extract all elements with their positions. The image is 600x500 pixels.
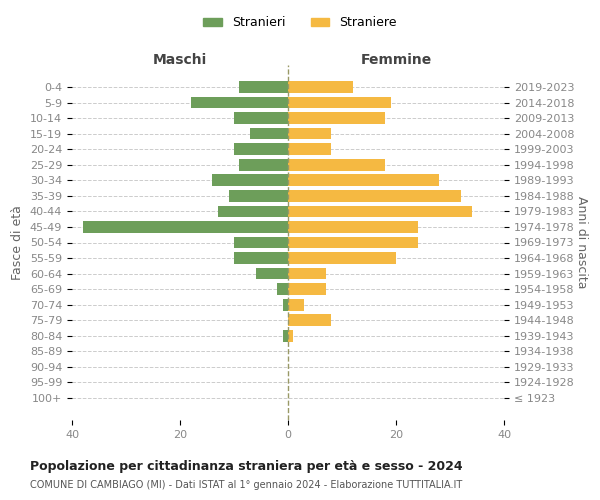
Text: Femmine: Femmine — [361, 52, 431, 66]
Bar — [234, 236, 288, 248]
Legend: Stranieri, Straniere: Stranieri, Straniere — [198, 11, 402, 34]
Bar — [288, 299, 304, 310]
Bar — [191, 96, 288, 108]
Bar — [288, 221, 418, 233]
Y-axis label: Fasce di età: Fasce di età — [11, 205, 25, 280]
Bar — [288, 236, 418, 248]
Bar — [234, 144, 288, 155]
Bar — [288, 314, 331, 326]
Bar — [212, 174, 288, 186]
Bar — [83, 221, 288, 233]
Bar — [288, 174, 439, 186]
Bar — [234, 252, 288, 264]
Bar — [288, 96, 391, 108]
Bar — [239, 81, 288, 93]
Bar — [218, 206, 288, 217]
Bar — [229, 190, 288, 202]
Bar — [288, 112, 385, 124]
Text: COMUNE DI CAMBIAGO (MI) - Dati ISTAT al 1° gennaio 2024 - Elaborazione TUTTITALI: COMUNE DI CAMBIAGO (MI) - Dati ISTAT al … — [30, 480, 462, 490]
Bar — [277, 284, 288, 295]
Bar — [288, 81, 353, 93]
Bar — [234, 112, 288, 124]
Bar — [288, 268, 326, 280]
Bar — [288, 206, 472, 217]
Bar — [283, 299, 288, 310]
Bar — [256, 268, 288, 280]
Bar — [283, 330, 288, 342]
Bar — [288, 159, 385, 170]
Bar — [239, 159, 288, 170]
Bar — [288, 128, 331, 140]
Text: Maschi: Maschi — [153, 52, 207, 66]
Bar — [250, 128, 288, 140]
Bar — [288, 252, 396, 264]
Text: Popolazione per cittadinanza straniera per età e sesso - 2024: Popolazione per cittadinanza straniera p… — [30, 460, 463, 473]
Bar — [288, 330, 293, 342]
Bar — [288, 144, 331, 155]
Bar — [288, 284, 326, 295]
Bar — [288, 190, 461, 202]
Y-axis label: Anni di nascita: Anni di nascita — [575, 196, 589, 289]
